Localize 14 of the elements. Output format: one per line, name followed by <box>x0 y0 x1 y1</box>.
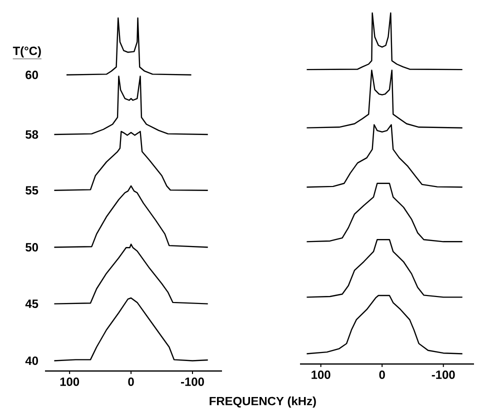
series-label: 58 <box>26 130 38 139</box>
x-tick-label: 0 <box>128 378 134 386</box>
x-tick-label: 100 <box>60 378 80 386</box>
series-label: 40 <box>25 356 38 365</box>
x-tick-label: -100 <box>432 370 455 379</box>
series-label: 50 <box>26 243 38 252</box>
x-tick-label: -100 <box>181 378 204 386</box>
series-label: 55 <box>26 186 38 195</box>
legend-title: T(°C) <box>12 46 41 58</box>
x-tick-label: 0 <box>379 370 385 379</box>
series-label: 45 <box>25 300 38 308</box>
x-axis-title: FREQUENCY (kHz) <box>210 396 316 408</box>
legend-label: 60 <box>26 70 38 80</box>
x-tick-label: 100 <box>312 370 330 379</box>
